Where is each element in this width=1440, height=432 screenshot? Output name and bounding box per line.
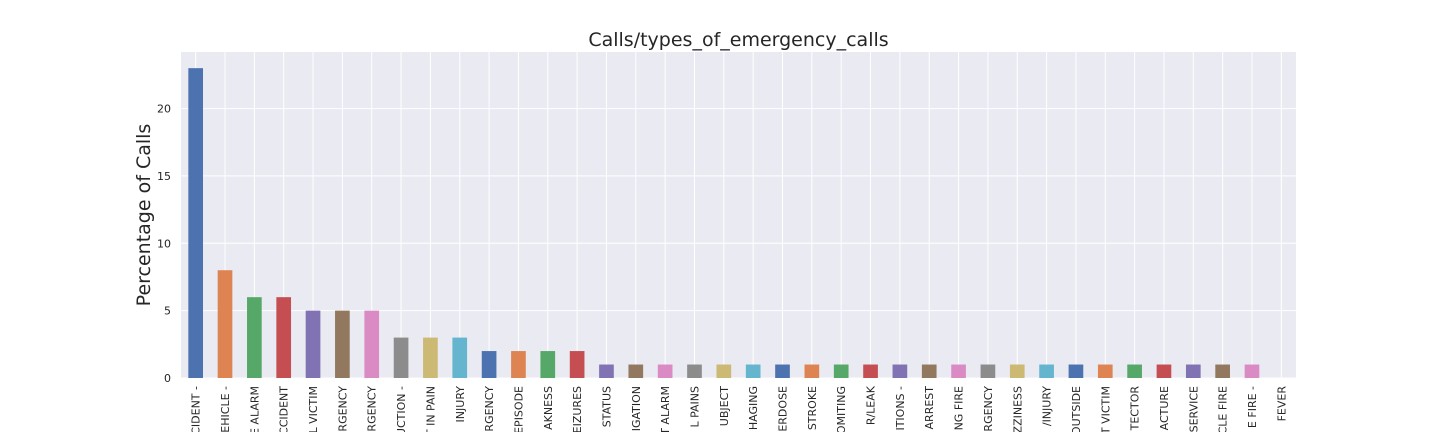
bar-8 (393, 337, 409, 378)
x-tick-label: UBJECT (718, 386, 731, 426)
x-tick-label: CIDENT - (190, 386, 203, 432)
bar-17 (657, 364, 673, 378)
bar-14 (569, 351, 585, 378)
bar-15 (599, 364, 614, 378)
x-tick-label: ERGENCY (982, 386, 995, 432)
x-axis-ticks: CIDENT - EHICLE - E ALARM CCIDENT L VICTIM ER… (190, 385, 1289, 432)
x-tick-label: NG FIRE (953, 386, 966, 430)
x-tick-label: E FIRE - (1246, 386, 1259, 428)
bar-25 (892, 364, 908, 378)
x-tick-label: ITIONS - (894, 386, 907, 431)
bar-2 (217, 270, 233, 378)
x-tick-label: EHICLE - (219, 386, 232, 432)
bar-12 (511, 351, 526, 378)
bar-10 (452, 337, 468, 378)
bar-16 (628, 364, 644, 378)
bar-4 (276, 297, 292, 378)
bar-34 (1156, 364, 1172, 378)
bar-7 (364, 310, 380, 378)
bar-37 (1244, 364, 1260, 378)
x-tick-label: SERVICE (1187, 386, 1200, 432)
x-tick-label: L PAINS (688, 386, 701, 428)
x-tick-label: OMITING (835, 386, 848, 432)
x-tick-label: INJURY (454, 386, 467, 423)
x-tick-label: ERGENCY (366, 386, 379, 432)
bar-3 (247, 297, 262, 378)
x-tick-label: STROKE (806, 386, 819, 430)
x-tick-label: EPISODE (512, 386, 525, 432)
x-tick-label: /INJURY (1041, 386, 1054, 426)
bar-33 (1127, 364, 1142, 378)
y-tick-label: 10 (157, 237, 171, 250)
bar-11 (481, 351, 497, 378)
y-axis-ticks: 0 5 10 15 20 (157, 103, 171, 385)
bar-22 (804, 364, 820, 378)
bar-26 (921, 364, 937, 378)
x-tick-label: T IN PAIN (424, 386, 437, 432)
x-tick-label: ACTURE (1158, 386, 1171, 430)
bar-24 (863, 364, 878, 378)
y-tick-label: 5 (164, 305, 171, 318)
bars (188, 68, 1260, 379)
x-tick-label: ERGENCY (336, 386, 349, 432)
y-tick-label: 20 (157, 103, 171, 116)
y-tick-label: 15 (157, 170, 171, 183)
x-tick-label: T ALARM (659, 386, 672, 432)
bar-32 (1097, 364, 1113, 378)
x-tick-label: ARREST (923, 386, 936, 430)
x-tick-label: ERDOSE (777, 386, 790, 432)
x-tick-label: E ALARM (248, 386, 261, 432)
bar-20 (745, 364, 761, 378)
x-tick-label: L VICTIM (307, 386, 320, 432)
bar-13 (540, 351, 556, 378)
x-tick-label: R/LEAK (865, 385, 878, 425)
bar-18 (687, 364, 702, 378)
y-axis-label: Percentage of Calls (133, 124, 155, 307)
x-tick-label: FEVER (1275, 386, 1288, 422)
bar-31 (1068, 364, 1084, 378)
bar-23 (833, 364, 849, 378)
x-tick-label: STATUS (600, 386, 613, 427)
x-tick-label: UCTION - (395, 386, 408, 432)
bar-21 (775, 364, 790, 378)
bar-27 (951, 364, 966, 378)
y-tick-label: 0 (164, 372, 171, 385)
x-tick-label: OUTSIDE (1070, 386, 1083, 432)
x-tick-label: EIZURES (571, 386, 584, 432)
x-tick-label: TECTOR (1129, 386, 1142, 432)
x-tick-label: CLE FIRE (1217, 386, 1230, 432)
bar-35 (1185, 364, 1201, 378)
x-tick-label: ZZINESS (1011, 386, 1024, 432)
chart-title: Calls/types_of_emergency_calls (588, 29, 888, 51)
x-tick-label: HAGING (747, 386, 760, 430)
bar-1 (188, 68, 204, 379)
bar-6 (335, 310, 350, 378)
bar-5 (305, 310, 321, 378)
bar-9 (423, 337, 438, 378)
x-tick-label: IGATION (630, 386, 643, 431)
x-tick-label: T VICTIM (1099, 386, 1112, 432)
bar-36 (1215, 364, 1230, 378)
bar-29 (1009, 364, 1025, 378)
bar-19 (716, 364, 732, 378)
x-tick-label: AKNESS (542, 386, 555, 430)
bar-28 (980, 364, 996, 378)
x-tick-label: ERGENCY (483, 386, 496, 432)
bar-30 (1039, 364, 1054, 378)
x-tick-label: CCIDENT (278, 386, 291, 432)
